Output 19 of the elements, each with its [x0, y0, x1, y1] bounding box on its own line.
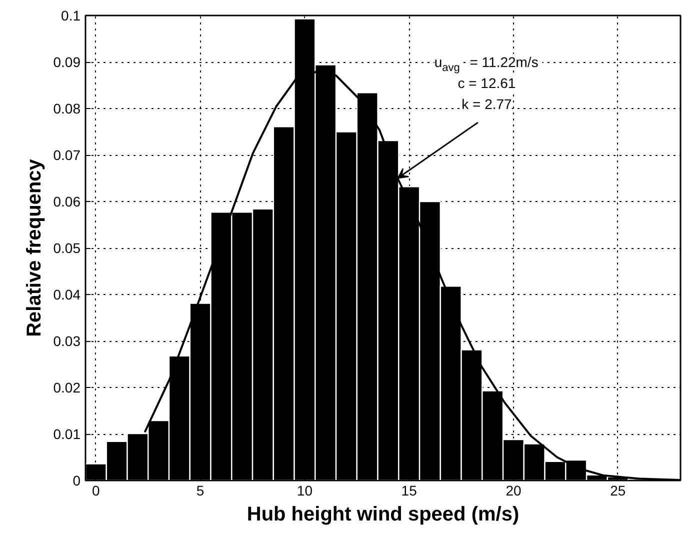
y-tick-label: 0.04: [53, 286, 81, 302]
y-tick-label: 0.08: [53, 100, 81, 116]
y-tick-label: 0.07: [53, 147, 81, 163]
x-tick-label: 5: [196, 482, 204, 498]
y-tick-label: 0.06: [53, 194, 81, 210]
y-tick-label: 0.03: [53, 333, 81, 349]
x-tick-label: 15: [401, 482, 418, 498]
y-tick-label: 0.1: [61, 8, 81, 24]
x-tick-label: 20: [506, 482, 522, 498]
y-tick-label: 0.02: [53, 380, 81, 396]
y-tick-label: 0: [72, 472, 81, 488]
x-tick-label: 10: [296, 482, 313, 498]
x-tick-label: 0: [92, 482, 100, 498]
y-tick-label: 0.05: [53, 240, 81, 256]
y-tick-label: 0.01: [53, 426, 81, 442]
x-tick-label: 25: [610, 482, 626, 498]
x-axis-title: Hub height wind speed (m/s): [246, 504, 520, 526]
y-tick-label: 0.09: [53, 54, 81, 70]
y-axis-title: Relative frequency: [23, 158, 46, 337]
